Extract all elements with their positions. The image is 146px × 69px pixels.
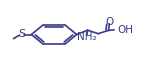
Text: S: S: [18, 29, 25, 39]
Text: O: O: [106, 17, 114, 27]
Text: NH₂: NH₂: [77, 32, 97, 42]
Text: OH: OH: [117, 25, 133, 35]
